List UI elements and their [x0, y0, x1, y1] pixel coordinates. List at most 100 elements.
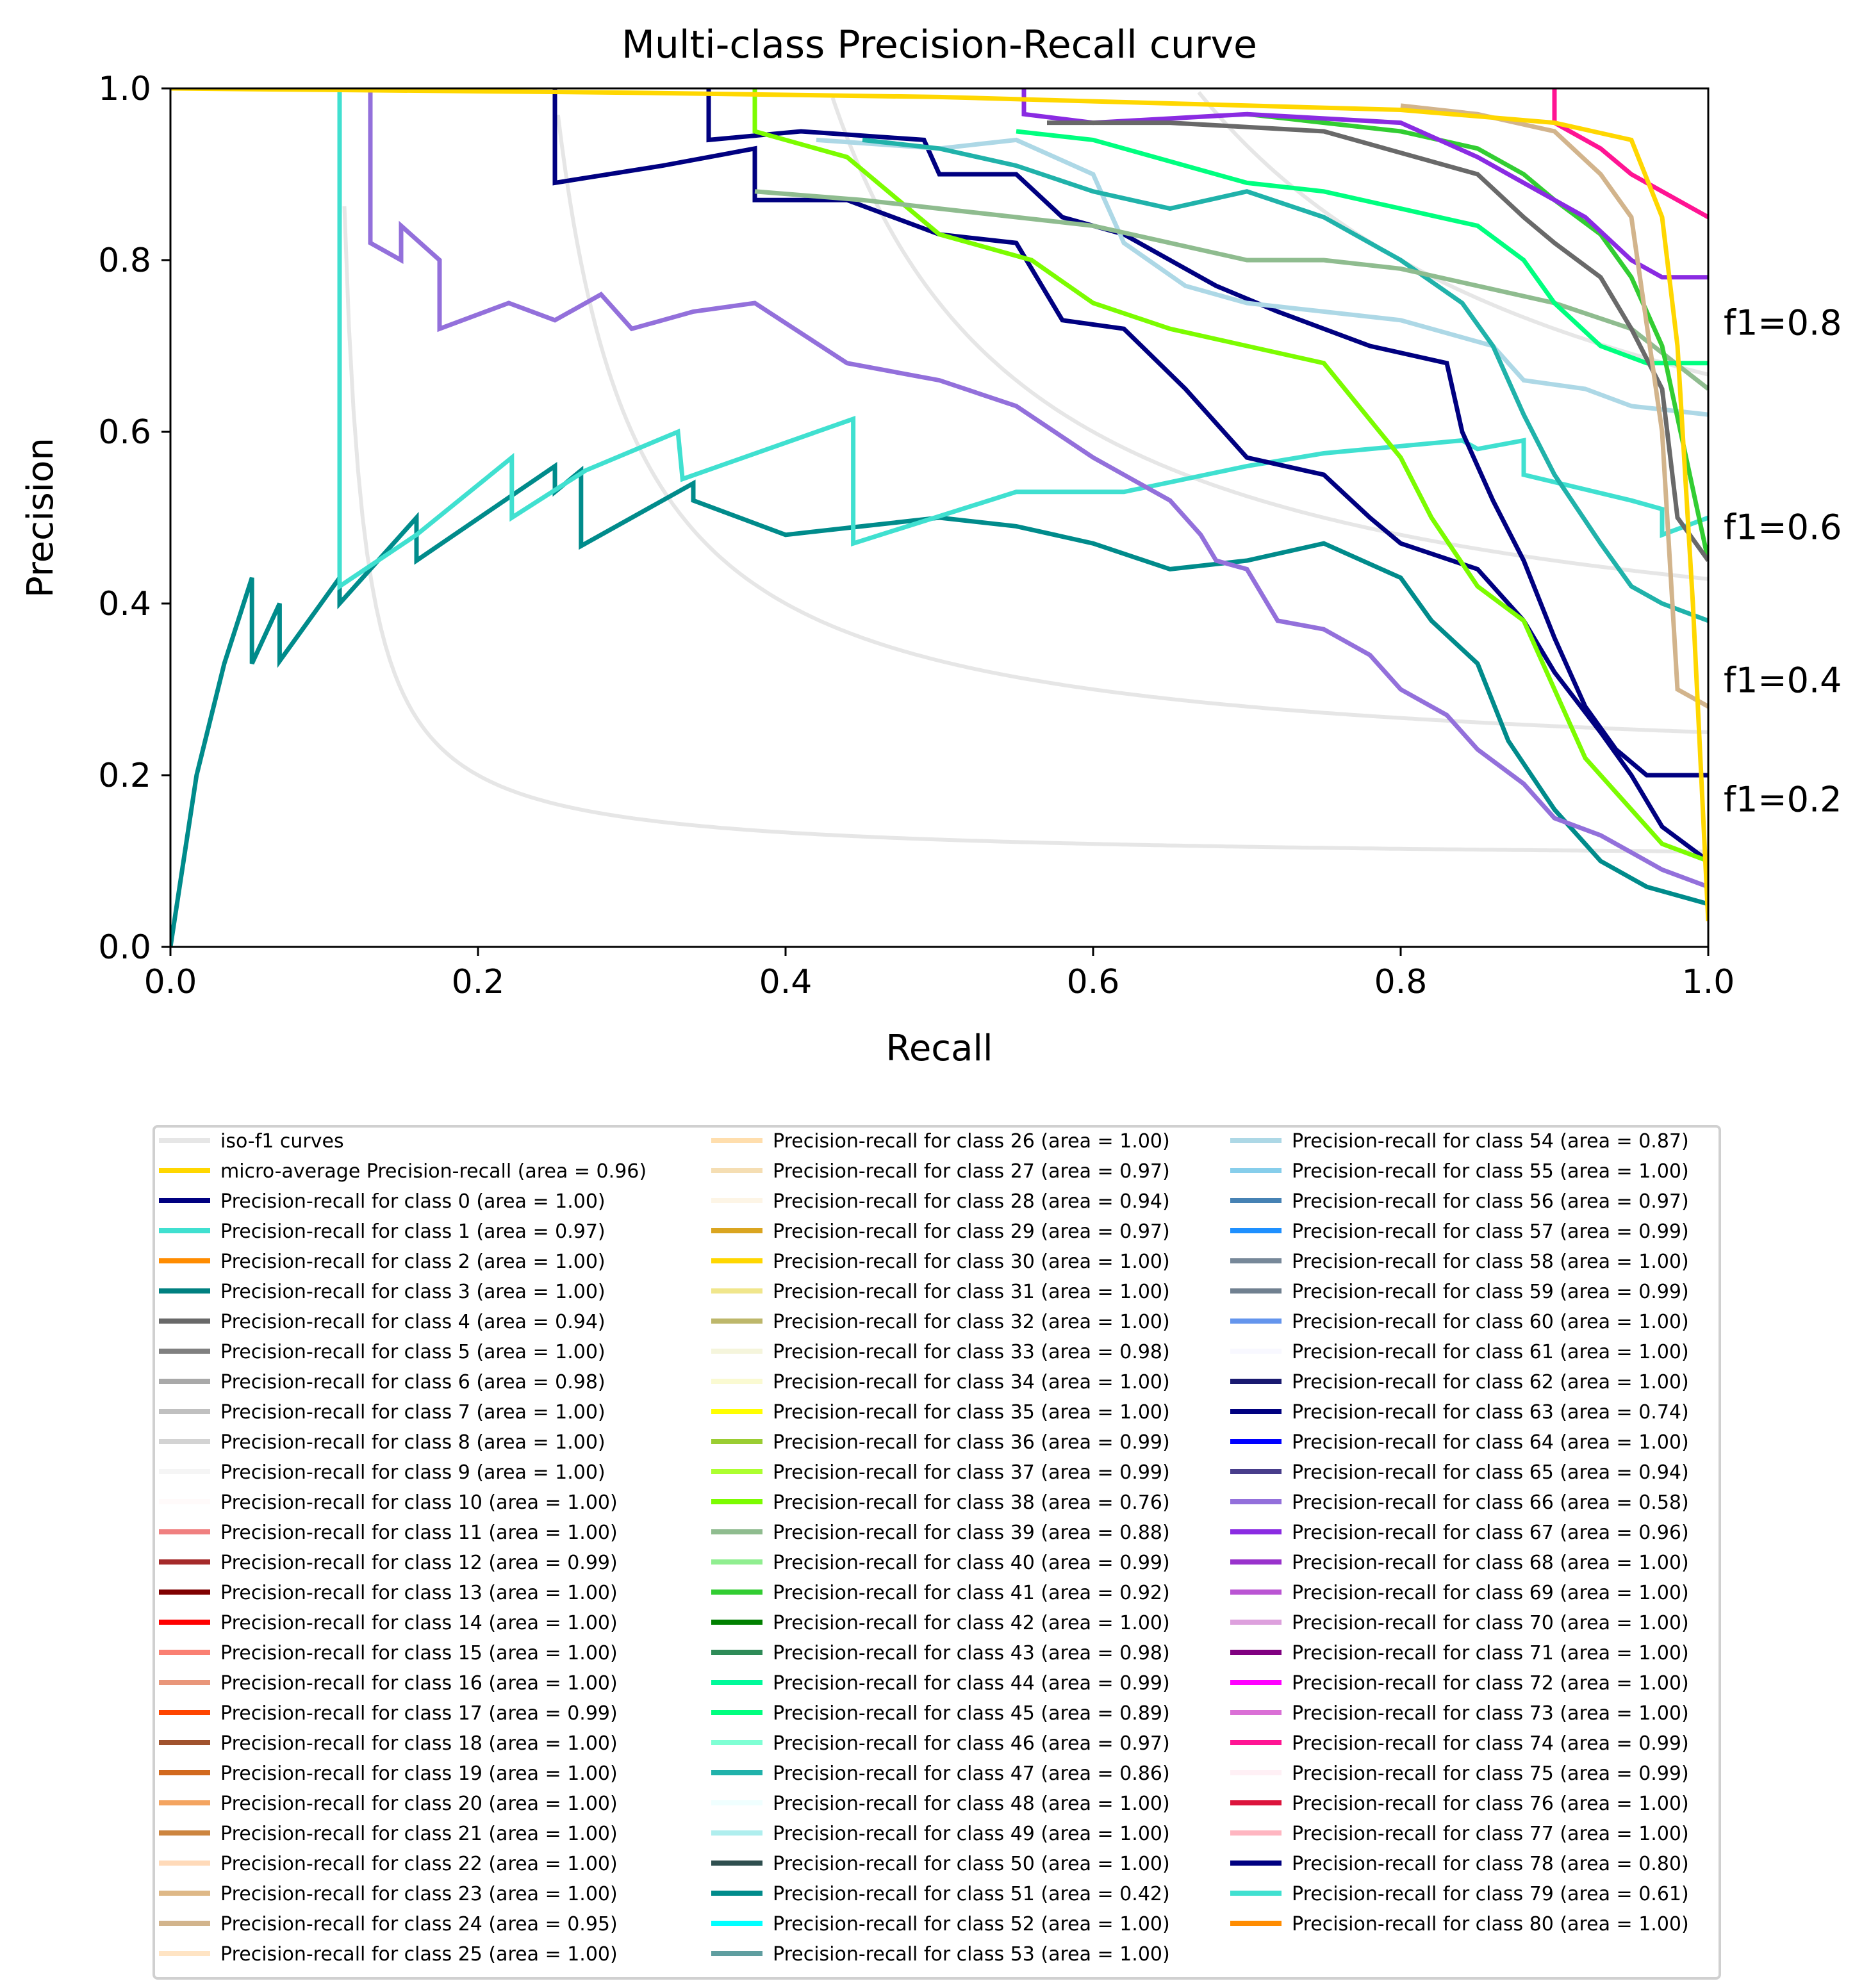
legend-entry-label: Precision-recall for class 17 (area = 0.… — [220, 1702, 618, 1725]
legend-entry-label: Precision-recall for class 24 (area = 0.… — [220, 1913, 618, 1935]
legend-entry-label: Precision-recall for class 62 (area = 1.… — [1292, 1371, 1689, 1393]
legend-entry-label: Precision-recall for class 9 (area = 1.0… — [220, 1461, 606, 1484]
legend-entry-label: Precision-recall for class 56 (area = 0.… — [1292, 1190, 1689, 1213]
legend-entry-label: Precision-recall for class 48 (area = 1.… — [773, 1793, 1170, 1815]
series-line-micro-average — [170, 88, 1708, 921]
legend-entry-label: Precision-recall for class 71 (area = 1.… — [1292, 1642, 1689, 1664]
legend-entry-label: Precision-recall for class 11 (area = 1.… — [220, 1522, 618, 1544]
legend-entry-label: Precision-recall for class 66 (area = 0.… — [1292, 1491, 1689, 1514]
iso-f1-annotations: f1=0.2 f1=0.4 f1=0.6 f1=0.8 — [1724, 302, 1842, 819]
legend-entry-label: Precision-recall for class 60 (area = 1.… — [1292, 1311, 1689, 1333]
iso-f1-annotation: f1=0.8 — [1724, 302, 1842, 343]
legend-entry-label: Precision-recall for class 46 (area = 0.… — [773, 1732, 1170, 1755]
plot-frame — [169, 87, 1710, 948]
legend-entry-label: micro-average Precision-recall (area = 0… — [220, 1160, 647, 1183]
legend-entry-label: Precision-recall for class 36 (area = 0.… — [773, 1431, 1170, 1454]
series-line-class-4 — [1047, 120, 1708, 563]
legend-entry-label: Precision-recall for class 40 (area = 0.… — [773, 1552, 1170, 1574]
legend-entry-label: Precision-recall for class 28 (area = 0.… — [773, 1190, 1170, 1213]
legend-entry-label: Precision-recall for class 12 (area = 0.… — [220, 1552, 618, 1574]
legend: iso-f1 curves micro-average Precision-rec… — [159, 1130, 1689, 1966]
legend-entry-label: Precision-recall for class 69 (area = 1.… — [1292, 1582, 1689, 1604]
series-line-class-67 — [1021, 88, 1708, 280]
iso-f1-annotation: f1=0.2 — [1724, 780, 1842, 820]
legend-entry-label: Precision-recall for class 63 (area = 0.… — [1292, 1401, 1689, 1424]
legend-entry-label: iso-f1 curves — [220, 1130, 344, 1153]
legend-entry-label: Precision-recall for class 20 (area = 1.… — [220, 1793, 618, 1815]
y-tick-label: 1.0 — [98, 70, 151, 108]
legend-entry-label: Precision-recall for class 32 (area = 1.… — [773, 1311, 1170, 1333]
legend-entry-label: Precision-recall for class 47 (area = 0.… — [773, 1762, 1170, 1785]
legend-entry-label: Precision-recall for class 38 (area = 0.… — [773, 1491, 1170, 1514]
legend-entry-label: Precision-recall for class 1 (area = 0.9… — [220, 1220, 606, 1243]
x-tick-label: 0.6 — [1067, 963, 1120, 1001]
legend-entry-label: Precision-recall for class 37 (area = 0.… — [773, 1461, 1170, 1484]
series-line-class-47 — [862, 137, 1708, 623]
legend-entry-label: Precision-recall for class 72 (area = 1.… — [1292, 1672, 1689, 1695]
iso-f1-curve-3 — [830, 97, 1708, 581]
y-tick-label: 0.6 — [98, 413, 151, 452]
legend-entry-label: Precision-recall for class 13 (area = 1.… — [220, 1582, 618, 1604]
series-line-class-54 — [816, 137, 1708, 417]
legend-entry-label: Precision-recall for class 25 (area = 1.… — [220, 1943, 618, 1966]
x-axis-label: Recall — [886, 1028, 993, 1069]
x-tick-label: 0.2 — [452, 963, 505, 1001]
series-line-class-38 — [752, 88, 1708, 864]
axes-layer: 0.0 0.2 0.4 0.6 0.8 1.0 0.0 0.2 0.4 0.6 0.8 1.0 — [98, 70, 1735, 1001]
legend-entry-label: Precision-recall for class 73 (area = 1.… — [1292, 1702, 1689, 1725]
legend-entry-label: Precision-recall for class 27 (area = 0.… — [773, 1160, 1170, 1183]
series-line-class-66 — [368, 88, 1708, 889]
legend-entry-label: Precision-recall for class 19 (area = 1.… — [220, 1762, 618, 1785]
legend-entry-label: Precision-recall for class 68 (area = 1.… — [1292, 1552, 1689, 1574]
y-axis-label: Precision — [20, 438, 62, 598]
legend-entry-label: Precision-recall for class 35 (area = 1.… — [773, 1401, 1170, 1424]
legend-entry-label: Precision-recall for class 5 (area = 1.0… — [220, 1341, 606, 1363]
chart-title: Multi-class Precision-Recall curve — [622, 22, 1257, 67]
legend-entry-label: Precision-recall for class 6 (area = 0.9… — [220, 1371, 606, 1393]
legend-entry-label: Precision-recall for class 49 (area = 1.… — [773, 1823, 1170, 1845]
legend-entry-label: Precision-recall for class 77 (area = 1.… — [1292, 1823, 1689, 1845]
legend-entry-label: Precision-recall for class 3 (area = 1.0… — [220, 1281, 606, 1303]
series-line-class-78 — [552, 88, 1708, 863]
legend-entry-label: Precision-recall for class 65 (area = 0.… — [1292, 1461, 1689, 1484]
legend-entry-label: Precision-recall for class 70 (area = 1.… — [1292, 1612, 1689, 1634]
series-line-class-3 — [170, 461, 1708, 947]
series-layer — [170, 88, 1708, 947]
legend-entry-label: Precision-recall for class 26 (area = 1.… — [773, 1130, 1170, 1153]
legend-entry-label: Precision-recall for class 52 (area = 1.… — [773, 1913, 1170, 1935]
legend-entry-label: Precision-recall for class 57 (area = 0.… — [1292, 1220, 1689, 1243]
legend-entry-label: Precision-recall for class 14 (area = 1.… — [220, 1612, 618, 1634]
legend-entry-label: Precision-recall for class 4 (area = 0.9… — [220, 1311, 606, 1333]
legend-entry-label: Precision-recall for class 18 (area = 1.… — [220, 1732, 618, 1755]
iso-f1-curve-2 — [556, 114, 1708, 734]
y-tick-label: 0.2 — [98, 757, 151, 795]
legend-entry-label: Precision-recall for class 8 (area = 1.0… — [220, 1431, 606, 1454]
legend-entry-label: Precision-recall for class 67 (area = 0.… — [1292, 1522, 1689, 1544]
legend-entry-label: Precision-recall for class 51 (area = 0.… — [773, 1883, 1170, 1905]
legend-entry-label: Precision-recall for class 78 (area = 0.… — [1292, 1853, 1689, 1875]
iso-f1-annotation: f1=0.6 — [1724, 507, 1842, 547]
iso-f1-layer — [342, 91, 1708, 854]
iso-f1-curve-1 — [342, 206, 1708, 854]
series-line-class-74 — [1552, 88, 1708, 220]
legend-entry-label: Precision-recall for class 29 (area = 0.… — [773, 1220, 1170, 1243]
legend-entry-label: Precision-recall for class 80 (area = 1.… — [1292, 1913, 1689, 1935]
legend-entry-label: Precision-recall for class 21 (area = 1.… — [220, 1823, 618, 1845]
legend-entry-label: Precision-recall for class 30 (area = 1.… — [773, 1251, 1170, 1273]
y-tick-label: 0.0 — [98, 928, 151, 967]
legend-entry-label: Precision-recall for class 79 (area = 0.… — [1292, 1883, 1689, 1905]
iso-f1-curve-4 — [1197, 91, 1708, 377]
legend-entry-label: Precision-recall for class 31 (area = 1.… — [773, 1281, 1170, 1303]
legend-entry-label: Precision-recall for class 10 (area = 1.… — [220, 1491, 618, 1514]
iso-f1-annotation: f1=0.4 — [1724, 661, 1842, 701]
legend-entry-label: Precision-recall for class 53 (area = 1.… — [773, 1943, 1170, 1966]
y-tick-label: 0.8 — [98, 242, 151, 280]
legend-entry-label: Precision-recall for class 74 (area = 0.… — [1292, 1732, 1689, 1755]
legend-entry-label: Precision-recall for class 50 (area = 1.… — [773, 1853, 1170, 1875]
legend-entry-label: Precision-recall for class 0 (area = 1.0… — [220, 1190, 606, 1213]
series-line-class-45 — [1016, 129, 1708, 366]
series-line-class-79 — [337, 88, 1708, 591]
legend-entry-label: Precision-recall for class 59 (area = 0.… — [1292, 1281, 1689, 1303]
